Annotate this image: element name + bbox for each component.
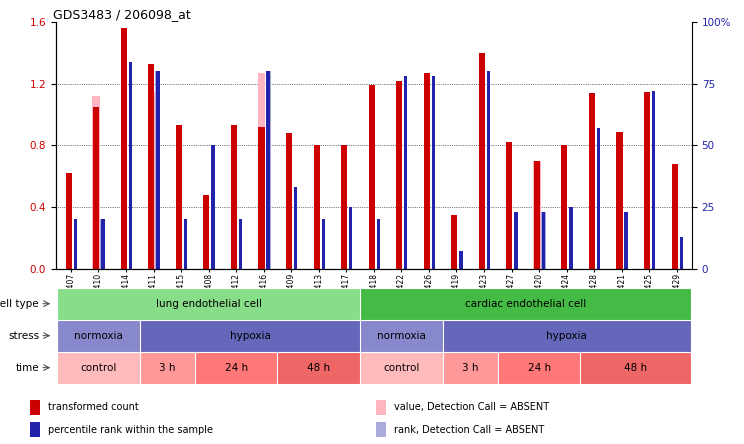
Text: hypoxia: hypoxia — [546, 331, 587, 341]
Bar — [155, 71, 161, 269]
Bar — [672, 164, 678, 269]
Bar — [239, 219, 243, 269]
Text: control: control — [383, 363, 420, 373]
Bar — [30, 400, 40, 415]
Bar — [459, 251, 463, 269]
Bar — [313, 146, 320, 269]
Bar — [286, 133, 292, 269]
Bar — [294, 187, 298, 269]
Bar — [376, 219, 380, 269]
Bar — [514, 212, 518, 269]
Bar — [376, 400, 386, 415]
Bar — [404, 76, 408, 269]
Bar — [562, 146, 568, 269]
Text: time: time — [16, 363, 39, 373]
Bar — [432, 76, 435, 269]
Bar — [30, 422, 40, 437]
Bar — [396, 81, 403, 269]
Bar — [100, 219, 106, 269]
Bar — [121, 28, 126, 269]
Text: cardiac endothelial cell: cardiac endothelial cell — [465, 299, 586, 309]
Text: 3 h: 3 h — [159, 363, 176, 373]
Text: cell type: cell type — [0, 299, 39, 309]
Bar — [349, 207, 353, 269]
Bar — [74, 219, 77, 269]
Bar — [617, 131, 623, 269]
Bar — [624, 212, 628, 269]
Bar — [507, 143, 513, 269]
Bar — [147, 91, 155, 269]
Bar — [266, 71, 271, 269]
Bar — [93, 107, 99, 269]
Bar — [231, 125, 237, 269]
Bar — [65, 173, 71, 269]
Bar — [266, 71, 270, 269]
Text: 24 h: 24 h — [527, 363, 551, 373]
Text: lung endothelial cell: lung endothelial cell — [155, 299, 262, 309]
Bar — [101, 219, 105, 269]
Bar — [423, 73, 430, 269]
Text: normoxia: normoxia — [74, 331, 123, 341]
Bar — [156, 71, 160, 269]
Bar — [644, 91, 650, 269]
Text: GDS3483 / 206098_at: GDS3483 / 206098_at — [53, 8, 190, 21]
Bar — [487, 71, 490, 269]
Text: 48 h: 48 h — [307, 363, 330, 373]
Text: hypoxia: hypoxia — [229, 331, 270, 341]
Text: 3 h: 3 h — [462, 363, 478, 373]
Bar — [184, 219, 187, 269]
Bar — [542, 212, 545, 269]
Bar — [541, 212, 546, 269]
Bar — [203, 195, 210, 269]
Bar — [368, 85, 375, 269]
Bar — [258, 127, 265, 269]
Bar — [92, 96, 100, 269]
Bar — [589, 93, 595, 269]
Bar — [569, 207, 573, 269]
Text: 48 h: 48 h — [624, 363, 647, 373]
Text: 24 h: 24 h — [225, 363, 248, 373]
Bar — [652, 91, 655, 269]
Text: rank, Detection Call = ABSENT: rank, Detection Call = ABSENT — [394, 424, 545, 435]
Text: control: control — [80, 363, 117, 373]
Text: percentile rank within the sample: percentile rank within the sample — [48, 424, 214, 435]
Bar — [376, 422, 386, 437]
Bar — [534, 161, 540, 269]
Text: transformed count: transformed count — [48, 402, 139, 412]
Text: normoxia: normoxia — [377, 331, 426, 341]
Bar — [341, 146, 347, 269]
Bar — [597, 128, 600, 269]
Bar — [257, 73, 266, 269]
Text: value, Detection Call = ABSENT: value, Detection Call = ABSENT — [394, 402, 550, 412]
Bar — [479, 53, 485, 269]
Bar — [679, 237, 683, 269]
Bar — [211, 146, 215, 269]
Bar — [176, 125, 182, 269]
Bar — [148, 64, 155, 269]
Bar — [533, 161, 541, 269]
Bar — [452, 215, 458, 269]
Bar — [129, 62, 132, 269]
Bar — [321, 219, 325, 269]
Text: stress: stress — [8, 331, 39, 341]
